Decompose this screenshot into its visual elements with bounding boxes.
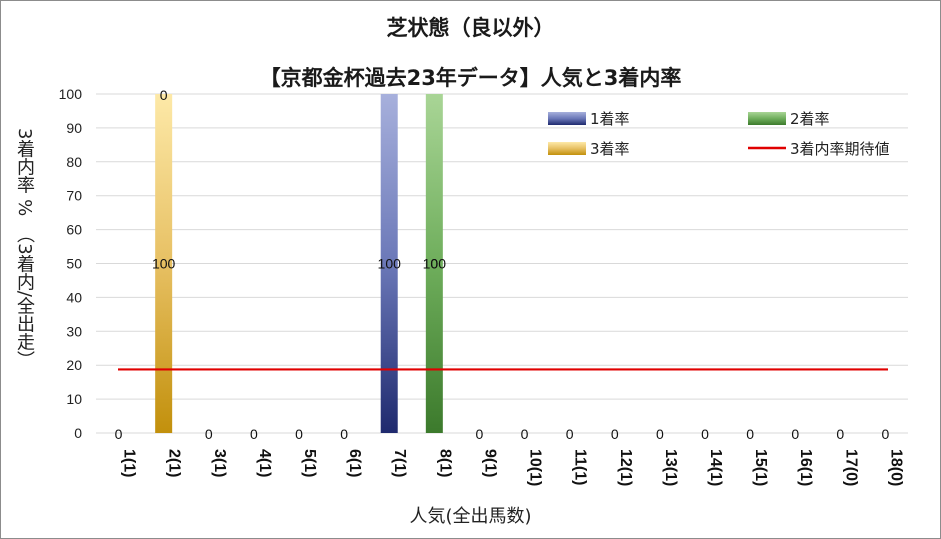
legend-label: 1着率 <box>590 110 630 128</box>
x-axis-label: 人気(全出馬数) <box>409 506 532 527</box>
x-tick-label: 18(0) <box>887 449 904 486</box>
bar-7(1) <box>380 94 398 433</box>
data-label: 0 <box>295 426 303 442</box>
legend-swatch <box>748 112 786 125</box>
x-tick-label: 10(1) <box>527 449 544 486</box>
legend-label: 2着率 <box>790 110 830 128</box>
data-label: 100 <box>152 256 176 272</box>
data-label: 0 <box>791 426 799 442</box>
y-tick-label: 90 <box>66 120 82 136</box>
chart-subtitle: 【京都金杯過去23年データ】人気と3着内率 <box>259 66 682 90</box>
legend-swatch <box>548 142 586 155</box>
y-tick-label: 100 <box>59 86 83 102</box>
x-tick-label: 3(1) <box>211 449 228 477</box>
data-label: 0 <box>746 426 754 442</box>
y-tick-label: 20 <box>66 357 82 373</box>
data-label: 0 <box>250 426 258 442</box>
data-label: 0 <box>836 426 844 442</box>
data-label: 0 <box>115 426 123 442</box>
x-tick-label: 8(1) <box>436 449 453 477</box>
data-label: 0 <box>656 426 664 442</box>
data-label: 100 <box>378 256 402 272</box>
y-tick-label: 80 <box>66 154 82 170</box>
data-label: 0 <box>476 426 484 442</box>
bar-2(1) <box>155 94 173 433</box>
y-tick-label: 60 <box>66 222 82 238</box>
x-tick-label: 15(1) <box>752 449 769 486</box>
data-label: 100 <box>423 256 447 272</box>
chart-title: 芝状態（良以外） <box>386 16 555 40</box>
x-tick-label: 12(1) <box>617 449 634 486</box>
x-tick-label: 16(1) <box>797 449 814 486</box>
y-tick-label: 40 <box>66 289 82 305</box>
y-tick-label: 0 <box>74 425 82 441</box>
x-tick-label: 17(0) <box>842 449 859 486</box>
y-tick-label: 30 <box>66 323 82 339</box>
bar-8(1) <box>425 94 443 433</box>
data-label: 0 <box>882 426 890 442</box>
x-tick-label: 2(1) <box>166 449 183 477</box>
data-label: 0 <box>521 426 529 442</box>
y-tick-label: 10 <box>66 391 82 407</box>
legend-label: 3着内率期待値 <box>790 140 890 158</box>
legend-swatch <box>548 112 586 125</box>
x-tick-label: 7(1) <box>391 449 408 477</box>
x-tick-label: 5(1) <box>301 449 318 477</box>
legend-label: 3着率 <box>590 140 630 158</box>
x-tick-label: 4(1) <box>256 449 273 477</box>
data-label: 0 <box>205 426 213 442</box>
data-label: 0 <box>340 426 348 442</box>
data-label: 0 <box>430 256 438 272</box>
x-tick-label: 6(1) <box>346 449 363 477</box>
y-tick-label: 50 <box>66 256 82 272</box>
x-tick-label: 1(1) <box>121 449 138 477</box>
data-label: 0 <box>566 426 574 442</box>
data-label: 0 <box>611 426 619 442</box>
data-label: 0 <box>701 426 709 442</box>
x-tick-label: 9(1) <box>481 449 498 477</box>
y-tick-label: 70 <box>66 188 82 204</box>
x-tick-label: 11(1) <box>572 449 589 485</box>
x-tick-label: 14(1) <box>707 449 724 486</box>
data-label: 0 <box>160 87 168 103</box>
y-axis-label: 3着内率 % （3着内/全出走） <box>14 128 35 369</box>
x-tick-label: 13(1) <box>662 449 679 486</box>
